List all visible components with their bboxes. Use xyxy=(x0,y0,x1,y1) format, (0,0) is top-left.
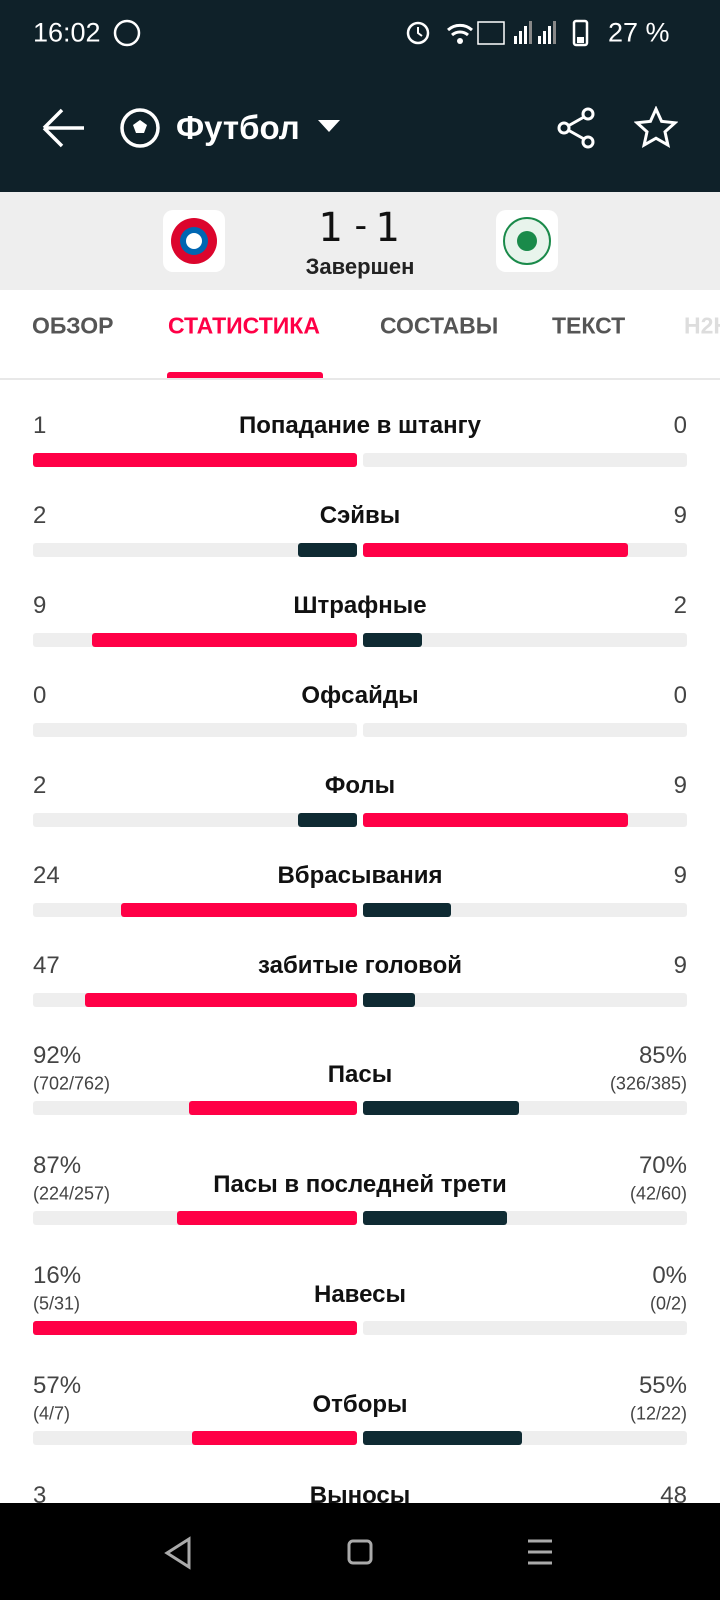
stats-list: 1 0 Попадание в штангу 2 9 Сэйвы 9 2 Штрафные 0 0 О… xyxy=(0,380,720,1503)
stat-name: Фолы xyxy=(324,772,396,799)
home-detail: (5/31) xyxy=(33,1293,81,1314)
tab[interactable]: H2H xyxy=(684,312,720,339)
away-detail: (326/385) xyxy=(609,1073,687,1094)
home-value: 0 xyxy=(33,682,47,709)
favorite-button[interactable] xyxy=(634,106,678,150)
home-team-logo[interactable] xyxy=(163,210,225,272)
stat-name: Сэйвы xyxy=(319,502,401,529)
bar-track xyxy=(33,543,357,557)
share-button[interactable] xyxy=(556,106,598,150)
away-value: 0 xyxy=(673,412,687,439)
stat-name: Отборы xyxy=(312,1391,408,1418)
match-status: Завершен xyxy=(305,254,415,279)
stat-name: Вбрасывания xyxy=(277,862,443,889)
tab[interactable]: ОБЗОР xyxy=(32,312,114,339)
stat-name: Навесы xyxy=(314,1281,406,1308)
away-bar xyxy=(363,543,629,557)
away-score: 1 xyxy=(375,205,400,251)
tab[interactable]: СТАТИСТИКА xyxy=(168,312,320,339)
away-detail: (0/2) xyxy=(649,1293,687,1314)
away-detail: (42/60) xyxy=(629,1183,687,1204)
home-value: 9 xyxy=(33,592,47,619)
away-bar xyxy=(363,903,452,917)
home-value: 92% xyxy=(33,1042,82,1069)
bar-track xyxy=(363,993,687,1007)
home-score: 1 xyxy=(318,205,343,251)
away-value: 0% xyxy=(652,1262,687,1289)
home-bar xyxy=(33,453,357,467)
active-tab-indicator xyxy=(167,372,323,378)
home-bar xyxy=(298,543,357,557)
bar-track xyxy=(363,633,687,647)
tab-bar: ОБЗОР СТАТИСТИКА СОСТАВЫ ТЕКСТ H2H xyxy=(0,290,720,380)
away-value: 9 xyxy=(673,772,687,799)
home-value: 57% xyxy=(33,1372,82,1399)
home-detail: (4/7) xyxy=(33,1403,71,1424)
home-value: 1 xyxy=(33,412,47,439)
bar-track xyxy=(363,1321,687,1335)
bar-track xyxy=(33,723,357,737)
bar-track xyxy=(363,723,687,737)
home-bar xyxy=(121,903,357,917)
score-separator: - xyxy=(350,205,372,247)
away-value: 9 xyxy=(673,862,687,889)
home-detail: (702/762) xyxy=(33,1073,111,1094)
away-bar xyxy=(363,813,629,827)
sport-selector[interactable]: Футбол xyxy=(176,109,300,146)
away-value: 9 xyxy=(673,502,687,529)
match-summary: 1 - 1 Завершен xyxy=(0,192,720,290)
battery-level: 27 % xyxy=(608,17,670,48)
home-value: 47 xyxy=(33,952,60,979)
dropdown-caret[interactable] xyxy=(316,118,342,134)
away-value: 9 xyxy=(673,952,687,979)
home-bar xyxy=(33,1321,357,1335)
stat-name: Пасы xyxy=(327,1061,393,1088)
stat-name: Офсайды xyxy=(301,682,419,709)
status-time: 16:02 xyxy=(33,17,101,48)
home-value: 87% xyxy=(33,1152,82,1179)
away-value: 2 xyxy=(673,592,687,619)
tab[interactable]: ТЕКСТ xyxy=(552,312,626,339)
away-value: 55% xyxy=(638,1372,687,1399)
tab[interactable]: СОСТАВЫ xyxy=(380,312,499,339)
home-value: 2 xyxy=(33,502,47,529)
home-value: 24 xyxy=(33,862,60,889)
bar-track xyxy=(33,813,357,827)
sport-icon xyxy=(120,108,160,148)
away-value: 0 xyxy=(673,682,687,709)
away-value: 85% xyxy=(638,1042,687,1069)
away-detail: (12/22) xyxy=(629,1403,687,1424)
system-nav-bar xyxy=(0,1503,720,1600)
stat-name: Штрафные xyxy=(293,592,427,619)
home-bar xyxy=(85,993,357,1007)
home-value: 3 xyxy=(33,1482,47,1503)
home-bar xyxy=(192,1431,357,1445)
away-value: 70% xyxy=(638,1152,687,1179)
away-bar xyxy=(363,1211,508,1225)
away-value: 48 xyxy=(660,1482,687,1503)
away-bar xyxy=(363,633,422,647)
away-bar xyxy=(363,1101,519,1115)
home-bar xyxy=(177,1211,357,1225)
status-icons xyxy=(406,19,589,47)
home-detail: (224/257) xyxy=(33,1183,111,1204)
home-bar xyxy=(91,633,357,647)
away-bar xyxy=(363,993,416,1007)
home-value: 2 xyxy=(33,772,47,799)
bar-track xyxy=(363,453,687,467)
whatsapp-icon xyxy=(113,19,141,47)
stat-name: Попадание в штангу xyxy=(239,412,481,439)
stat-name: Выносы xyxy=(309,1482,411,1503)
stat-name: Пасы в последней трети xyxy=(213,1171,507,1198)
home-value: 16% xyxy=(33,1262,82,1289)
back-button[interactable] xyxy=(40,106,90,150)
app-header: 16:02 27 % Футбол xyxy=(0,0,720,192)
home-bar xyxy=(298,813,357,827)
home-bar xyxy=(188,1101,357,1115)
stat-name: забитые головой xyxy=(258,952,462,979)
away-team-logo[interactable] xyxy=(496,210,558,272)
away-bar xyxy=(363,1431,523,1445)
